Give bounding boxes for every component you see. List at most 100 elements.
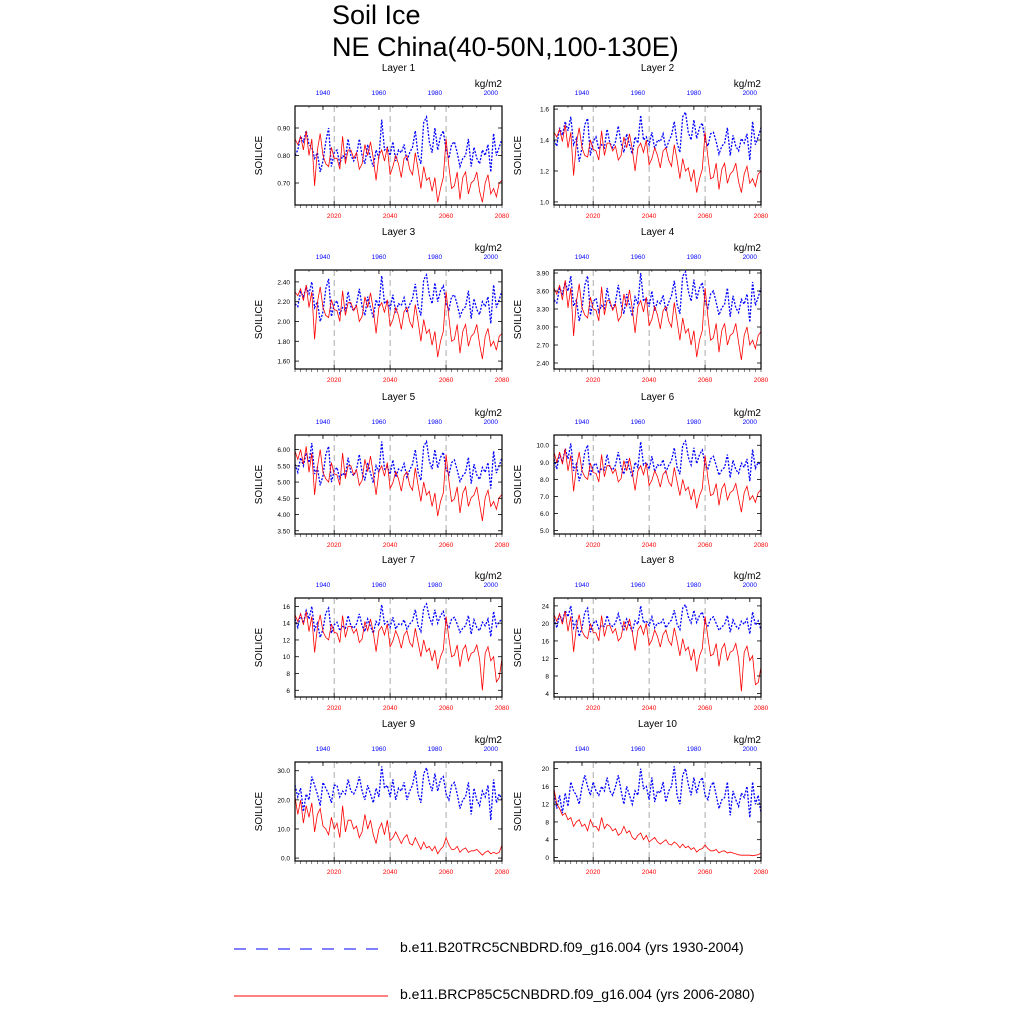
- chart-panel-1: Layer 1 kg/m2 SOILICE 0.70 0.80 0.90 1940 1960 1…: [254, 63, 510, 220]
- y-tick-label: 5.50: [277, 463, 290, 470]
- bottom-x-tick-label: 2040: [642, 869, 657, 876]
- chart-panel-9: Layer 9 kg/m2 SOILICE 0.0 10.0 20.0 30.0 1940 19…: [254, 719, 510, 876]
- y-tick-label: 8: [545, 819, 549, 826]
- y-tick-label: 1.6: [540, 107, 549, 114]
- y-tick-label: 24: [542, 603, 550, 610]
- panel-title: Layer 3: [382, 227, 416, 238]
- bottom-x-tick-label: 2020: [327, 869, 342, 876]
- top-x-tick-label: 1980: [428, 582, 443, 589]
- y-tick-label: 2.00: [277, 319, 290, 326]
- bottom-x-tick-label: 2060: [698, 869, 713, 876]
- y-tick-label: 0: [545, 855, 549, 862]
- top-x-tick-label: 1940: [575, 419, 590, 426]
- bottom-x-tick-label: 2040: [383, 213, 398, 220]
- y-tick-label: 10.0: [277, 826, 290, 833]
- chart-panel-3: Layer 3 kg/m2 SOILICE 1.60 1.80 2.00 2.20 2.40 1…: [254, 227, 510, 384]
- top-x-tick-label: 1940: [316, 90, 331, 97]
- legend-swatch-future: [234, 995, 388, 997]
- bottom-x-tick-label: 2040: [383, 705, 398, 712]
- series-line-future: [294, 611, 503, 691]
- bottom-x-tick-label: 2060: [698, 213, 713, 220]
- top-x-tick-label: 1940: [575, 254, 590, 261]
- chart-panel-2: Layer 2 kg/m2 SOILICE 1.0 1.2 1.4 1.6 1940 1960 1…: [513, 63, 769, 220]
- legend-label-future: b.e11.BRCP85C5CNBDRD.f09_g16.004 (yrs 20…: [400, 986, 755, 1002]
- bottom-x-tick-label: 2060: [439, 377, 454, 384]
- y-tick-label: 5.00: [277, 480, 290, 487]
- y-axis-label: SOILICE: [254, 135, 265, 175]
- top-x-tick-label: 1980: [687, 254, 702, 261]
- series-line-historical: [294, 114, 503, 173]
- chart-panel-6: Layer 6 kg/m2 SOILICE 5.0 6.0 7.0 8.0 9.0 10.0 19…: [513, 392, 769, 549]
- plot-frame: [294, 761, 503, 862]
- bottom-x-tick-label: 2020: [586, 869, 601, 876]
- series-line-historical: [553, 110, 762, 162]
- units-label: kg/m2: [734, 735, 762, 746]
- units-label: kg/m2: [734, 571, 762, 582]
- top-x-tick-label: 2000: [484, 90, 499, 97]
- panel-title: Layer 9: [382, 719, 416, 730]
- chart-panel-4: Layer 4 kg/m2 SOILICE 2.40 2.70 3.00 3.30 3.60 3…: [513, 227, 769, 384]
- bottom-x-tick-label: 2060: [698, 705, 713, 712]
- units-label: kg/m2: [475, 408, 503, 419]
- bottom-x-tick-label: 2060: [439, 542, 454, 549]
- y-tick-label: 4.00: [277, 512, 290, 519]
- y-tick-label: 10.0: [536, 443, 549, 450]
- chart-panel-5: Layer 5 kg/m2 SOILICE 3.50 4.00 4.50 5.00 5.50 6…: [254, 392, 510, 549]
- top-x-tick-label: 1940: [316, 582, 331, 589]
- bottom-x-tick-label: 2020: [586, 377, 601, 384]
- bottom-x-tick-label: 2080: [495, 213, 510, 220]
- bottom-x-tick-label: 2080: [495, 377, 510, 384]
- y-tick-label: 14: [283, 621, 291, 628]
- y-tick-label: 20: [542, 621, 550, 628]
- y-tick-label: 4.50: [277, 496, 290, 503]
- y-axis-label: SOILICE: [254, 464, 265, 504]
- bottom-x-tick-label: 2080: [754, 869, 769, 876]
- units-label: kg/m2: [475, 571, 503, 582]
- plot-frame: [294, 434, 503, 535]
- top-x-tick-label: 1960: [372, 90, 387, 97]
- chart-panels: Layer 1 kg/m2 SOILICE 0.70 0.80 0.90 1940 1960 1…: [254, 63, 769, 876]
- top-x-tick-label: 1980: [687, 90, 702, 97]
- series-line-future: [294, 446, 503, 522]
- series-line-historical: [553, 270, 762, 323]
- series-line-future: [553, 611, 762, 692]
- panel-title: Layer 7: [382, 555, 416, 566]
- y-axis-label: SOILICE: [513, 464, 524, 504]
- series-line-future: [553, 788, 762, 857]
- top-x-tick-label: 2000: [743, 254, 758, 261]
- y-tick-label: 0.70: [277, 181, 290, 188]
- top-x-tick-label: 1960: [372, 746, 387, 753]
- top-x-tick-label: 1940: [316, 419, 331, 426]
- figure-title: Soil Ice: [332, 0, 421, 30]
- top-x-tick-label: 1960: [372, 419, 387, 426]
- top-x-tick-label: 1980: [428, 746, 443, 753]
- y-tick-label: 8: [286, 671, 290, 678]
- top-x-tick-label: 1960: [372, 254, 387, 261]
- y-tick-label: 2.20: [277, 299, 290, 306]
- y-axis-label: SOILICE: [513, 135, 524, 175]
- y-tick-label: 12: [542, 802, 550, 809]
- y-tick-label: 3.60: [536, 289, 549, 296]
- bottom-x-tick-label: 2020: [586, 542, 601, 549]
- bottom-x-tick-label: 2020: [327, 377, 342, 384]
- bottom-x-tick-label: 2040: [642, 542, 657, 549]
- y-tick-label: 20.0: [277, 797, 290, 804]
- top-x-tick-label: 1960: [631, 582, 646, 589]
- plot-frame: [553, 597, 762, 698]
- y-axis-label: SOILICE: [513, 299, 524, 339]
- top-x-tick-label: 1980: [428, 254, 443, 261]
- y-tick-label: 2.70: [536, 343, 549, 350]
- panel-title: Layer 2: [641, 63, 675, 74]
- y-tick-label: 6.00: [277, 447, 290, 454]
- top-x-tick-label: 1980: [428, 419, 443, 426]
- units-label: kg/m2: [475, 79, 503, 90]
- y-tick-label: 5.0: [540, 528, 549, 535]
- plot-frame: [553, 105, 762, 206]
- top-x-tick-label: 2000: [484, 582, 499, 589]
- y-tick-label: 16: [283, 604, 291, 611]
- top-x-tick-label: 1960: [631, 419, 646, 426]
- bottom-x-tick-label: 2040: [642, 705, 657, 712]
- bottom-x-tick-label: 2060: [439, 869, 454, 876]
- legend-entry-future: b.e11.BRCP85C5CNBDRD.f09_g16.004 (yrs 20…: [234, 986, 834, 1006]
